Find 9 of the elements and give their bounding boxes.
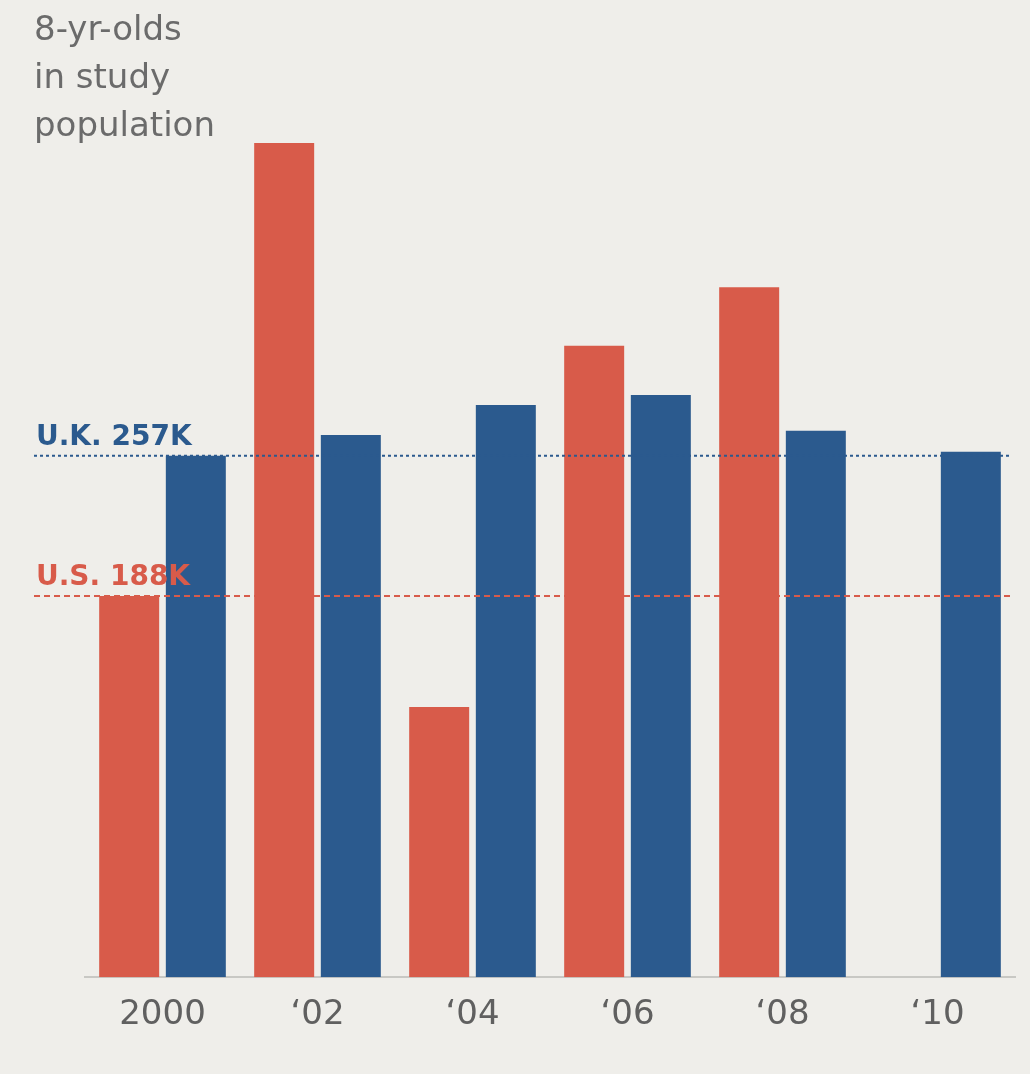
x-tick-label: ‘04 (445, 992, 500, 1033)
ref-line-label: U.K. 257K (36, 419, 193, 453)
y-axis-title: 8-yr-olds in study population (34, 7, 215, 146)
x-tick-label: ‘10 (910, 992, 965, 1033)
x-tick-label: ‘06 (600, 992, 655, 1033)
x-tick-label: ‘02 (290, 992, 345, 1033)
x-tick-label: 2000 (119, 992, 206, 1033)
x-tick-label: ‘08 (755, 992, 810, 1033)
bar (409, 706, 470, 978)
